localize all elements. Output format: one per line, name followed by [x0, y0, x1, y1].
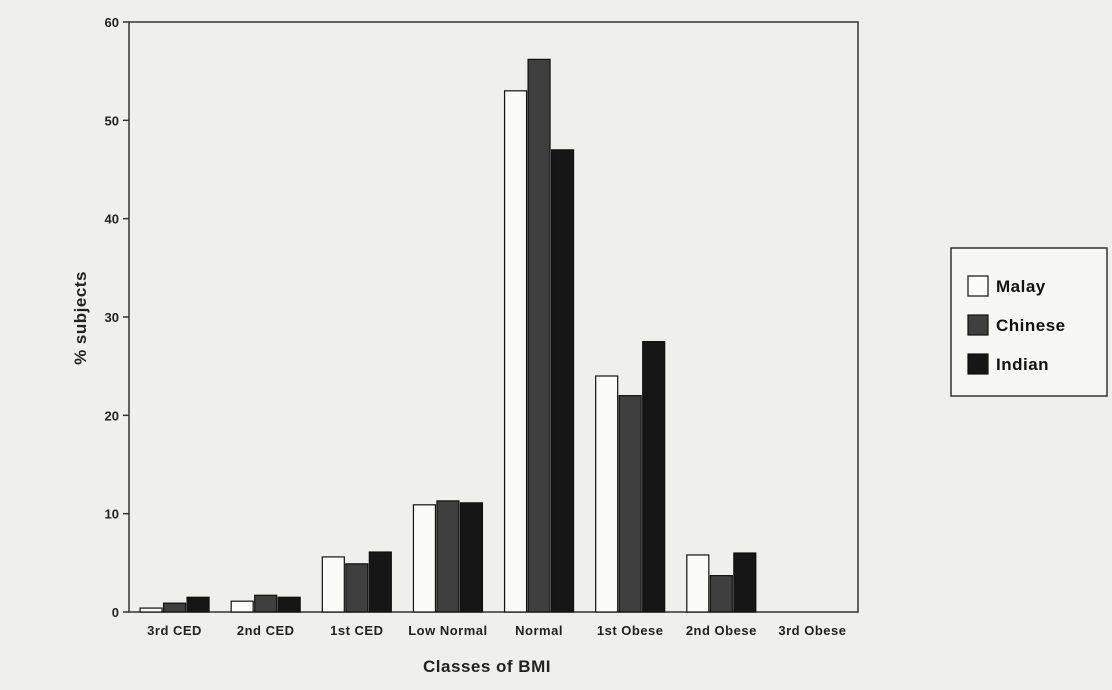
bar-malay — [321, 556, 345, 613]
legend-swatch — [967, 314, 989, 336]
y-tick-label: 20 — [105, 408, 119, 423]
x-axis-title: Classes of BMI — [423, 657, 551, 676]
legend-label: Malay — [996, 277, 1046, 296]
legend-label: Chinese — [996, 316, 1066, 335]
bar-chinese — [618, 395, 642, 613]
bar-chinese — [436, 500, 460, 613]
y-tick-label: 40 — [105, 212, 119, 227]
category-label: 1st Obese — [597, 623, 664, 638]
bar-chinese — [345, 563, 369, 613]
bar-malay — [139, 607, 163, 613]
y-tick-label: 30 — [105, 310, 119, 325]
category-label: Low Normal — [408, 623, 487, 638]
bar-malay — [412, 504, 437, 613]
bar-malay — [595, 375, 619, 613]
bar-malay — [230, 600, 254, 613]
category-label: 3rd Obese — [778, 623, 846, 638]
legend-swatch — [967, 353, 989, 375]
y-tick-label: 50 — [105, 113, 119, 128]
bar-indian — [186, 596, 210, 613]
category-label: 1st CED — [330, 623, 383, 638]
category-label: 2nd Obese — [686, 623, 757, 638]
bar-indian — [277, 596, 301, 613]
y-tick-label: 60 — [105, 15, 119, 30]
bar-indian — [642, 340, 666, 613]
bar-malay — [686, 554, 710, 613]
bar-chinese — [527, 58, 551, 613]
category-label: 2nd CED — [237, 623, 295, 638]
legend: Malay Chinese Indian — [950, 247, 1108, 397]
category-label: 3rd CED — [147, 623, 202, 638]
bar-chinese — [709, 575, 733, 613]
bar-indian — [550, 149, 575, 613]
bar-indian — [459, 502, 484, 613]
ticks-layer: 0 10 20 30 40 50 60 — [105, 15, 129, 620]
bar-indian — [733, 552, 757, 613]
plot-layer — [128, 21, 859, 613]
bars-layer — [139, 58, 757, 613]
y-axis-title: % subjects — [71, 271, 90, 365]
bar-malay — [503, 90, 528, 613]
y-tick-label: 10 — [105, 507, 119, 522]
bar-chinese — [254, 594, 278, 613]
category-label: Normal — [515, 623, 563, 638]
plot-frame — [128, 21, 859, 613]
legend-label: Indian — [996, 355, 1049, 374]
category-labels: 3rd CED 2nd CED 1st CED Low Normal Normal 1st… — [147, 623, 846, 638]
legend-swatch — [967, 275, 989, 297]
bar-indian — [368, 551, 392, 613]
y-tick-label: 0 — [112, 605, 119, 620]
bar-chinese — [162, 602, 187, 613]
